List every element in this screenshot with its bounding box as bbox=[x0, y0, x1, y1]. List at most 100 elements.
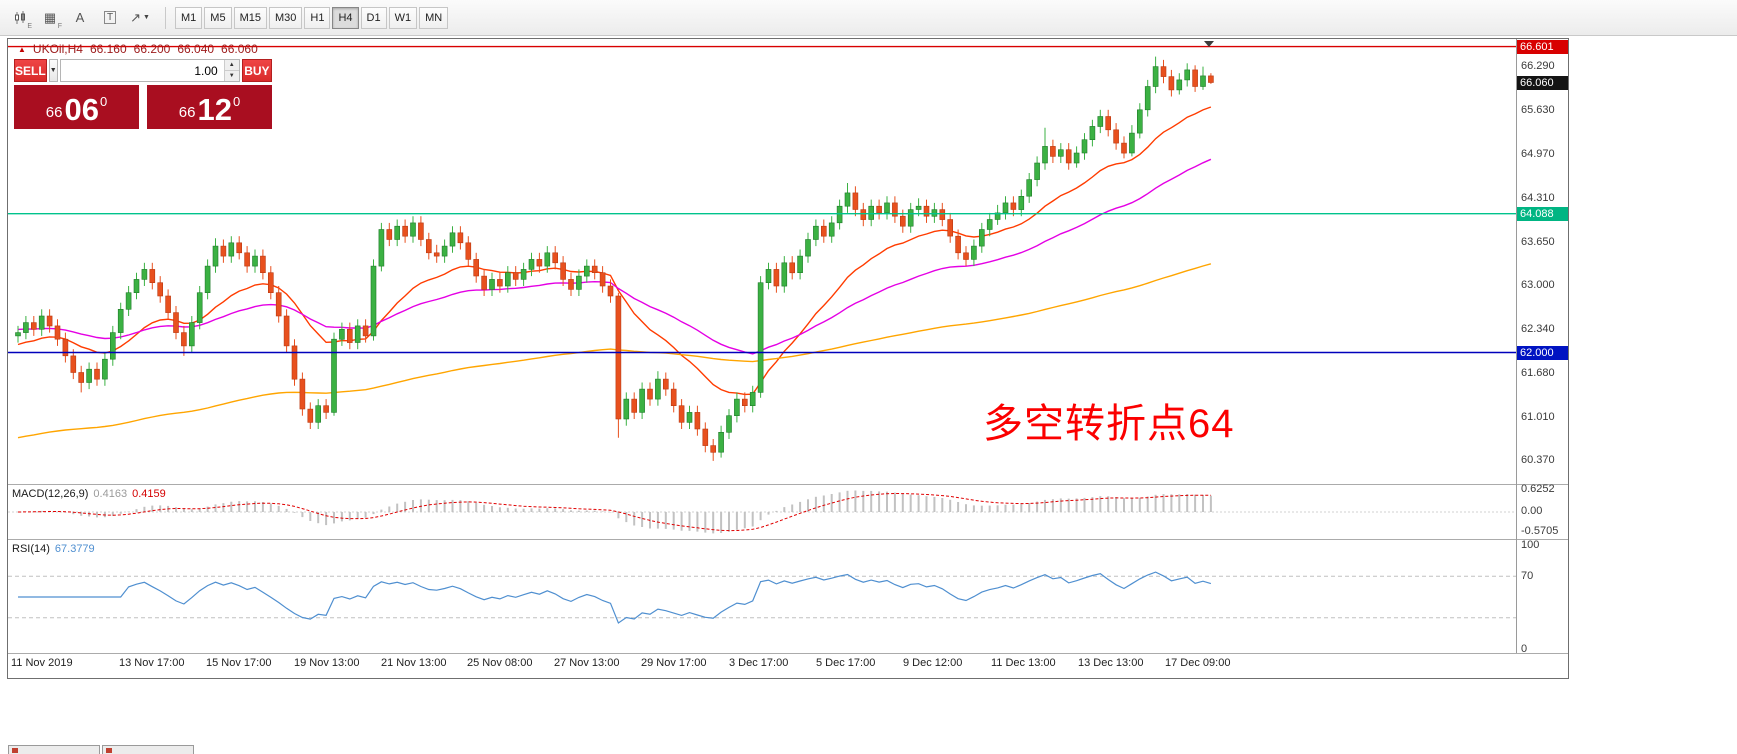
ma-fast bbox=[17, 106, 1212, 396]
icon-sub-label: E bbox=[27, 22, 32, 30]
timeframe-m5[interactable]: M5 bbox=[204, 6, 232, 29]
chart-annotation-text: 多空转折点64 bbox=[983, 402, 1235, 446]
bid-prefix: 66 bbox=[45, 104, 63, 121]
text-label-glyph: A bbox=[75, 10, 85, 25]
chart-tab-icon bbox=[12, 747, 18, 753]
arrow-glyph: ↗ bbox=[130, 9, 141, 25]
draw-tools-icon[interactable]: ↗ ▼ bbox=[126, 5, 154, 31]
timeframe-h4[interactable]: H4 bbox=[332, 6, 359, 29]
price-badge: 66.601 bbox=[1517, 39, 1568, 54]
price-scale-label: 60.370 bbox=[1521, 453, 1555, 466]
toolbar-separator bbox=[165, 6, 166, 29]
rsi-value: 67.3779 bbox=[54, 543, 95, 555]
mini-candles-glyph bbox=[14, 10, 25, 24]
rsi-scale-label: 100 bbox=[1521, 539, 1540, 551]
time-axis-label: 13 Nov 17:00 bbox=[119, 657, 185, 669]
macd-scale-label: -0.5705 bbox=[1521, 525, 1559, 537]
price-badge: 62.000 bbox=[1517, 345, 1568, 360]
timeframe-group: M1 M5 M15 M30 H1 H4 D1 W1 MN bbox=[175, 6, 450, 29]
time-axis-label: 21 Nov 13:00 bbox=[381, 657, 447, 669]
chart-shift-marker[interactable] bbox=[1204, 41, 1214, 47]
macd-signal-value: 0.4159 bbox=[132, 488, 166, 500]
rsi-indicator-label: RSI(14) 67.3779 bbox=[12, 543, 95, 555]
grid-icon[interactable]: ▦ F bbox=[36, 5, 64, 31]
tick-arrow-icon: ▲ bbox=[18, 44, 26, 54]
spin-up-icon[interactable]: ▲ bbox=[224, 60, 239, 71]
rsi-line bbox=[18, 571, 1212, 624]
volume-field-wrap: ▲ ▼ bbox=[59, 59, 240, 82]
timeframe-w1[interactable]: W1 bbox=[388, 6, 418, 29]
window-tab[interactable] bbox=[8, 745, 100, 754]
time-axis-label: 3 Dec 17:00 bbox=[729, 657, 789, 669]
grid-glyph: ▦ bbox=[43, 9, 57, 25]
price-scale-label: 64.310 bbox=[1521, 191, 1555, 204]
ask-big-digits: 12 bbox=[197, 92, 232, 127]
rsi-scale-label: 70 bbox=[1521, 570, 1534, 582]
ask-pip-digit: 0 bbox=[232, 94, 241, 109]
pane-frames bbox=[8, 39, 1568, 654]
timeframe-h1[interactable]: H1 bbox=[304, 6, 331, 29]
chevron-down-icon: ▼ bbox=[142, 14, 150, 21]
one-click-trade-panel: SELL ▼ ▲ ▼ BUY 66 06 0 66 12 0 bbox=[14, 59, 272, 129]
quote-close: 66.060 bbox=[221, 42, 258, 56]
time-axis-label: 29 Nov 17:00 bbox=[641, 657, 707, 669]
text-label-icon[interactable]: A bbox=[66, 5, 94, 31]
time-axis-label: 15 Nov 17:00 bbox=[206, 657, 272, 669]
time-axis-label: 5 Dec 17:00 bbox=[816, 657, 876, 669]
volume-dropdown-button[interactable]: ▼ bbox=[48, 59, 58, 82]
price-scale-label: 66.290 bbox=[1521, 60, 1555, 73]
price-scale-label: 61.010 bbox=[1521, 411, 1555, 424]
time-axis-label: 27 Nov 13:00 bbox=[554, 657, 620, 669]
bid-pip-digit: 0 bbox=[99, 94, 108, 109]
price-scale-label: 61.680 bbox=[1521, 366, 1555, 379]
timeframe-d1[interactable]: D1 bbox=[360, 6, 387, 29]
macd-name: MACD(12,26,9) bbox=[12, 488, 89, 500]
horizontal-level-lines[interactable] bbox=[8, 45, 1516, 354]
price-badge: 64.088 bbox=[1517, 206, 1568, 221]
macd-scale-label: 0.6252 bbox=[1521, 483, 1555, 495]
bid-big-digits: 06 bbox=[64, 92, 99, 127]
time-axis-label: 11 Nov 2019 bbox=[11, 657, 73, 669]
moving-averages bbox=[17, 106, 1212, 439]
price-badge: 66.060 bbox=[1517, 75, 1568, 90]
chart-tab-icon bbox=[106, 747, 112, 753]
macd-indicator-label: MACD(12,26,9) 0.4163 0.4159 bbox=[12, 488, 166, 500]
rsi-indicator bbox=[8, 571, 1516, 624]
chart-candles-icon[interactable]: E bbox=[6, 5, 34, 31]
icon-sub-label: F bbox=[57, 22, 62, 30]
toolbar: E ▦ F A T ↗ ▼ M1 M5 M15 M30 H1 H4 D1 W1 MN bbox=[0, 0, 1737, 36]
sell-button[interactable]: SELL bbox=[14, 59, 47, 82]
bid-price-panel[interactable]: 66 06 0 bbox=[14, 85, 139, 129]
ask-prefix: 66 bbox=[178, 104, 196, 121]
text-box-icon[interactable]: T bbox=[96, 5, 124, 31]
chart-window: ▲ UKOil,H4 66.160 66.200 66.040 66.060 S… bbox=[7, 38, 1569, 679]
price-scale-label: 63.650 bbox=[1521, 235, 1555, 248]
price-scale-label: 64.970 bbox=[1521, 148, 1555, 161]
timeframe-mn[interactable]: MN bbox=[419, 6, 449, 29]
macd-indicator bbox=[8, 490, 1516, 534]
candlesticks bbox=[15, 56, 1214, 461]
volume-input[interactable] bbox=[60, 60, 224, 81]
ask-price-panel[interactable]: 66 12 0 bbox=[147, 85, 272, 129]
volume-stepper: ▲ ▼ bbox=[223, 60, 239, 81]
rsi-name: RSI(14) bbox=[12, 543, 50, 555]
quote-low: 66.040 bbox=[177, 42, 215, 56]
time-axis-label: 19 Nov 13:00 bbox=[294, 657, 360, 669]
time-axis-label: 13 Dec 13:00 bbox=[1078, 657, 1144, 669]
time-axis-label: 9 Dec 12:00 bbox=[903, 657, 963, 669]
timeframe-m30[interactable]: M30 bbox=[268, 6, 303, 29]
ma-medium bbox=[17, 158, 1212, 355]
rsi-scale-label: 0 bbox=[1521, 643, 1528, 655]
price-scale-label: 63.000 bbox=[1521, 279, 1555, 292]
macd-signal-line bbox=[17, 492, 1211, 532]
window-tab-bar bbox=[8, 745, 194, 754]
price-scale-label: 65.630 bbox=[1521, 104, 1555, 117]
window-tab[interactable] bbox=[102, 745, 194, 754]
chart-canvas[interactable] bbox=[8, 39, 1568, 678]
time-axis-label: 17 Dec 09:00 bbox=[1165, 657, 1231, 669]
buy-button[interactable]: BUY bbox=[241, 59, 272, 82]
time-axis-label: 25 Nov 08:00 bbox=[467, 657, 533, 669]
spin-down-icon[interactable]: ▼ bbox=[224, 71, 239, 81]
timeframe-m15[interactable]: M15 bbox=[233, 6, 267, 29]
timeframe-m1[interactable]: M1 bbox=[175, 6, 203, 29]
